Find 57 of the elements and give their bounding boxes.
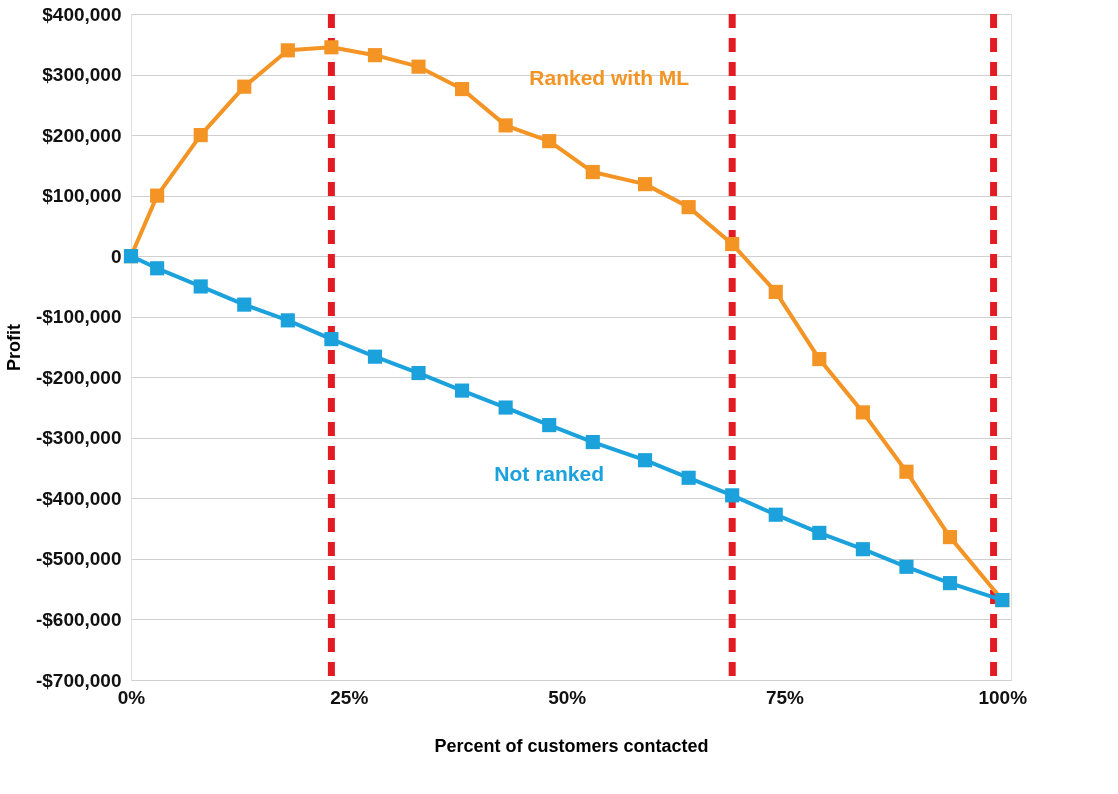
point (542, 134, 557, 149)
point (768, 284, 783, 299)
point (725, 237, 740, 252)
y-tick-label: -$400,000 (35, 487, 122, 509)
x-tick-label: 25% (330, 686, 369, 708)
point (585, 434, 600, 450)
y-tick-label: -$100,000 (35, 306, 122, 328)
point (899, 559, 914, 574)
y-tick-label: -$200,000 (35, 366, 122, 388)
point (681, 200, 696, 215)
point (637, 453, 653, 468)
point (150, 188, 165, 203)
point (855, 405, 870, 420)
point (237, 79, 252, 94)
x-tick-label: 75% (765, 686, 805, 708)
point (280, 313, 295, 328)
series-label: Ranked with ML (529, 66, 690, 90)
point (324, 40, 339, 55)
point (498, 400, 513, 415)
y-tick-label: -$600,000 (35, 608, 122, 630)
y-axis-title: Profit (3, 324, 24, 371)
y-tick-label: $100,000 (42, 185, 122, 207)
point (193, 279, 208, 294)
point (812, 525, 827, 540)
point (280, 43, 295, 58)
point (942, 576, 958, 591)
point (498, 118, 513, 133)
point (637, 177, 653, 192)
point (455, 383, 470, 398)
y-tick-label: $200,000 (42, 124, 122, 146)
point (237, 297, 252, 312)
point (942, 530, 958, 545)
point (855, 542, 870, 557)
point (367, 349, 383, 364)
y-tick-label: -$300,000 (35, 427, 122, 449)
x-tick-label: 50% (548, 686, 587, 708)
point (542, 418, 557, 433)
series-label: Not ranked (494, 462, 605, 486)
y-tick-label: $400,000 (42, 3, 122, 25)
y-tick-label: -$500,000 (35, 548, 122, 570)
point (725, 488, 740, 503)
x-axis-title: Percent of customers contacted (434, 735, 709, 756)
point (411, 365, 426, 381)
point (367, 48, 383, 63)
point (585, 164, 600, 180)
y-tick-label: 0 (110, 245, 122, 267)
point (768, 507, 783, 522)
point (324, 332, 339, 347)
point (193, 128, 208, 143)
point (812, 352, 827, 367)
point (681, 470, 696, 485)
point (899, 464, 914, 479)
y-tick-label: $300,000 (42, 64, 122, 86)
point (411, 59, 426, 74)
point (150, 261, 165, 276)
x-tick-label: 100% (978, 686, 1028, 708)
point (455, 82, 470, 97)
